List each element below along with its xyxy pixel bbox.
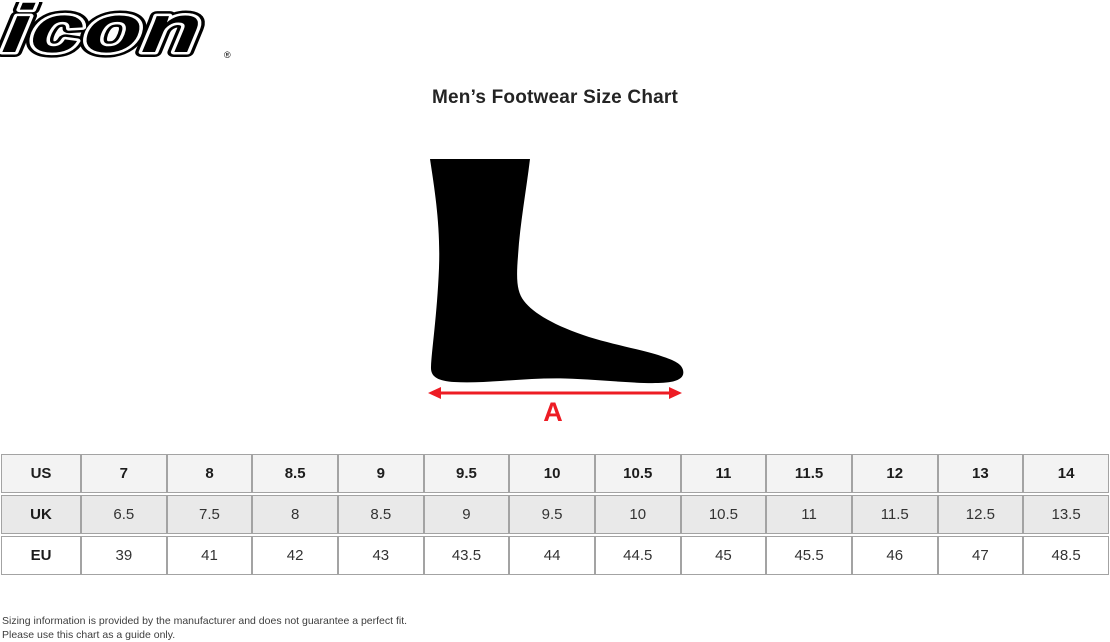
size-cell: 41: [166, 536, 253, 575]
size-cell: 12.5: [937, 495, 1024, 534]
logo-text: icon: [0, 2, 208, 62]
size-cell: 10.5: [594, 454, 681, 493]
size-cell: 11.5: [851, 495, 938, 534]
size-cell: 13: [937, 454, 1024, 493]
disclaimer-line-1: Sizing information is provided by the ma…: [2, 615, 408, 627]
size-cell: 7.5: [166, 495, 253, 534]
size-cell: 14: [1023, 454, 1109, 493]
size-cell: 43: [337, 536, 424, 575]
size-cell: 10: [509, 454, 595, 493]
size-cell: 9.5: [423, 454, 510, 493]
size-cell: 44: [509, 536, 595, 575]
size-cell: 45: [680, 536, 767, 575]
size-cell: 8: [166, 454, 253, 493]
row-label-us: US: [1, 454, 81, 493]
size-cell: 9: [337, 454, 424, 493]
logo-text-outline: icon: [0, 2, 208, 62]
registered-trademark-symbol: ®: [224, 50, 231, 60]
size-cell: 44.5: [594, 536, 681, 575]
size-cell: 8.5: [252, 454, 338, 493]
size-cell: 13.5: [1023, 495, 1109, 534]
table-row-uk: UK 6.5 7.5 8 8.5 9 9.5 10 10.5 11 11.5 1…: [1, 495, 1109, 534]
icon-brand-logo: icon icon icon ®: [0, 2, 231, 62]
size-cell: 6.5: [81, 495, 167, 534]
size-cell: 42: [252, 536, 338, 575]
size-cell: 10: [594, 495, 681, 534]
size-cell: 8: [252, 495, 338, 534]
foot-measurement-figure: A: [428, 159, 684, 424]
size-cell: 12: [851, 454, 938, 493]
size-cell: 11: [766, 495, 852, 534]
size-cell: 9: [423, 495, 510, 534]
measurement-label-a: A: [543, 397, 563, 424]
page-title: Men’s Footwear Size Chart: [431, 87, 679, 108]
size-cell: 48.5: [1023, 536, 1109, 575]
size-conversion-table: US 7 8 8.5 9 9.5 10 10.5 11 11.5 12 13 1…: [1, 452, 1109, 577]
table-row-eu: EU 39 41 42 43 43.5 44 44.5 45 45.5 46 4…: [1, 536, 1109, 575]
size-cell: 43.5: [423, 536, 510, 575]
disclaimer-line-2: Please use this chart as a guide only.: [2, 629, 176, 641]
size-cell: 47: [937, 536, 1024, 575]
foot-silhouette-icon: [430, 159, 684, 384]
row-label-eu: EU: [1, 536, 81, 575]
size-cell: 39: [81, 536, 167, 575]
table-row-us: US 7 8 8.5 9 9.5 10 10.5 11 11.5 12 13 1…: [1, 454, 1109, 493]
size-cell: 7: [81, 454, 167, 493]
disclaimer: Sizing information is provided by the ma…: [2, 614, 407, 642]
size-cell: 10.5: [680, 495, 767, 534]
size-cell: 11: [680, 454, 767, 493]
size-cell: 8.5: [337, 495, 424, 534]
size-cell: 46: [851, 536, 938, 575]
measurement-arrow: [428, 387, 682, 399]
logo-text-gap: icon: [0, 2, 208, 62]
size-cell: 11.5: [766, 454, 852, 493]
size-cell: 9.5: [509, 495, 595, 534]
row-label-uk: UK: [1, 495, 81, 534]
size-cell: 45.5: [766, 536, 852, 575]
